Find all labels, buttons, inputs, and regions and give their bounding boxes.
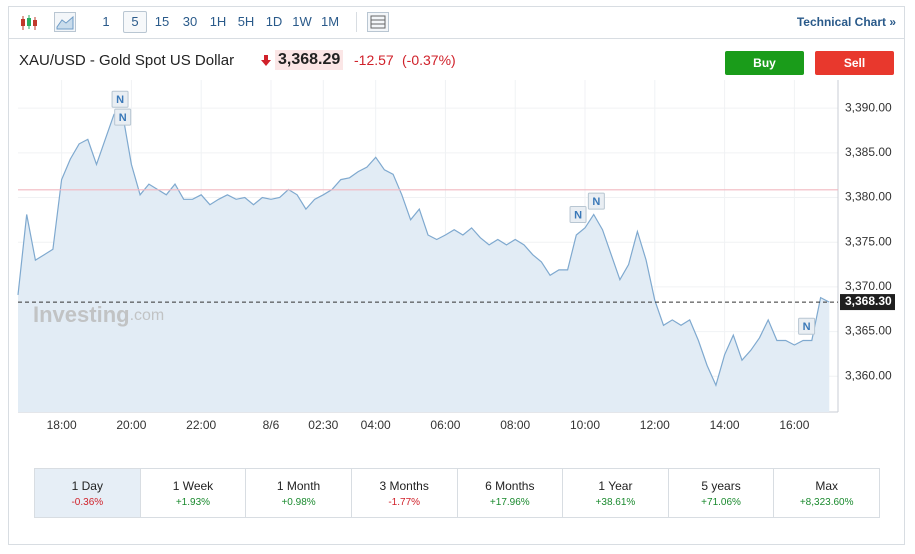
period-change: +17.96% bbox=[489, 497, 530, 508]
change: -12.57 bbox=[354, 52, 394, 68]
candle-icon[interactable] bbox=[19, 14, 39, 32]
watermark-brand: Investing bbox=[33, 302, 130, 327]
period-label: Max bbox=[815, 479, 839, 493]
y-tick-label: 3,380.00 bbox=[845, 190, 892, 204]
x-tick-label: 08:00 bbox=[500, 418, 530, 432]
news-marker bbox=[569, 205, 587, 223]
x-tick-label: 12:00 bbox=[640, 418, 670, 432]
x-tick-label: 10:00 bbox=[570, 418, 600, 432]
period-table: 1 Day -0.36% 1 Week +1.93% 1 Month +0.98% 3 Mo… bbox=[34, 468, 880, 518]
period-change: -0.36% bbox=[71, 497, 104, 508]
news-marker-label: N bbox=[803, 321, 811, 333]
interval-button[interactable]: 5H bbox=[237, 14, 255, 29]
area bbox=[18, 114, 830, 413]
area-icon[interactable] bbox=[54, 12, 76, 32]
buy-button[interactable]: Buy bbox=[725, 51, 804, 75]
price-line bbox=[17, 113, 830, 387]
period-change: +8,323.60% bbox=[799, 497, 854, 508]
interval-button[interactable]: 15 bbox=[154, 14, 170, 29]
down-arrow bbox=[261, 55, 271, 66]
period-label: 1 Day bbox=[71, 479, 103, 493]
news-marker-label: N bbox=[592, 196, 600, 208]
news-marker bbox=[798, 317, 816, 335]
period-change: +0.98% bbox=[281, 497, 316, 508]
y-tick-label: 3,365.00 bbox=[845, 324, 892, 338]
x-tick-label: 06:00 bbox=[430, 418, 460, 432]
news-marker-label: N bbox=[574, 209, 582, 221]
period-cell[interactable]: Max +8,323.60% bbox=[773, 469, 879, 517]
period-change: +38.61% bbox=[595, 497, 636, 508]
x-tick-label: 16:00 bbox=[779, 418, 809, 432]
chart: 18:00 20:00 22:00 8/6 02:30 04:00 06:00 08:00 10… bbox=[17, 80, 895, 432]
period-label: 1 Year bbox=[598, 479, 633, 493]
y-tick-label: 3,360.00 bbox=[845, 368, 892, 382]
interval-button[interactable]: 30 bbox=[182, 14, 198, 29]
period-cell[interactable]: 5 years +71.06% bbox=[667, 469, 774, 517]
toolbar: 1 5 15 30 1H 5H 1D 1W 1M Technical Chart » bbox=[9, 7, 904, 39]
interval-button[interactable]: 5 bbox=[123, 11, 147, 33]
period-change: +1.93% bbox=[175, 497, 211, 508]
x-tick-label: 8/6 bbox=[263, 418, 280, 432]
technical-chart-link[interactable]: Technical Chart » bbox=[796, 15, 896, 29]
news-marker-label: N bbox=[116, 94, 124, 106]
period-cell[interactable]: 1 Week +1.93% bbox=[139, 469, 246, 517]
news-marker bbox=[114, 108, 132, 126]
interval-button[interactable]: 1 bbox=[102, 14, 110, 29]
x-tick-label: 04:00 bbox=[361, 418, 391, 432]
instrument-header: XAU/USD - Gold Spot US Dollar 3,368.29 -… bbox=[9, 39, 904, 79]
period-label: 3 Months bbox=[379, 479, 429, 493]
instrument-name: XAU/USD - Gold Spot US Dollar bbox=[19, 52, 235, 69]
period-cell[interactable]: 1 Month +0.98% bbox=[245, 469, 351, 517]
widget-frame: 1 5 15 30 1H 5H 1D 1W 1M Technical Chart » XAU/U… bbox=[8, 6, 905, 545]
news-marker bbox=[587, 192, 605, 210]
period-cell[interactable]: 3 Months -1.77% bbox=[350, 469, 457, 517]
y-tick-label: 3,375.00 bbox=[845, 234, 892, 248]
period-label: 1 Month bbox=[276, 479, 321, 493]
y-tick-label: 3,370.00 bbox=[845, 279, 892, 293]
watermark-suffix: .com bbox=[130, 307, 165, 324]
price: 3,368.29 bbox=[275, 50, 344, 70]
x-tick-label: 22:00 bbox=[186, 418, 216, 432]
change-percent: (-0.37%) bbox=[402, 52, 456, 68]
news-marker bbox=[111, 90, 129, 108]
period-change: +71.06% bbox=[701, 497, 741, 508]
last-price-label: 3,368.30 bbox=[845, 294, 892, 308]
y-tick-label: 3,390.00 bbox=[845, 100, 892, 114]
period-cell[interactable]: 1 Day -0.36% bbox=[35, 469, 140, 517]
period-label: 6 Months bbox=[485, 479, 535, 493]
news-marker-label: N bbox=[119, 112, 127, 124]
x-tick-label: 14:00 bbox=[710, 418, 740, 432]
period-label: 5 years bbox=[701, 479, 741, 493]
period-label: 1 Week bbox=[172, 479, 214, 493]
table-icon[interactable] bbox=[367, 12, 389, 32]
separator bbox=[356, 12, 357, 32]
interval-button[interactable]: 1M bbox=[320, 14, 340, 29]
last-price-box bbox=[840, 294, 895, 311]
period-cell[interactable]: 1 Year +38.61% bbox=[562, 469, 668, 517]
x-tick-label: 02:30 bbox=[308, 418, 338, 432]
x-tick-label: 18:00 bbox=[47, 418, 77, 432]
watermark: Investing.com bbox=[33, 302, 164, 327]
interval-button[interactable]: 1H bbox=[209, 14, 227, 29]
period-change: -1.77% bbox=[388, 497, 421, 508]
interval-button[interactable]: 1W bbox=[292, 14, 312, 29]
y-tick-label: 3,385.00 bbox=[845, 145, 892, 159]
interval-button[interactable]: 1D bbox=[265, 14, 283, 29]
sell-button[interactable]: Sell bbox=[815, 51, 894, 75]
period-cell[interactable]: 6 Months +17.96% bbox=[456, 469, 563, 517]
x-tick-label: 20:00 bbox=[116, 418, 146, 432]
